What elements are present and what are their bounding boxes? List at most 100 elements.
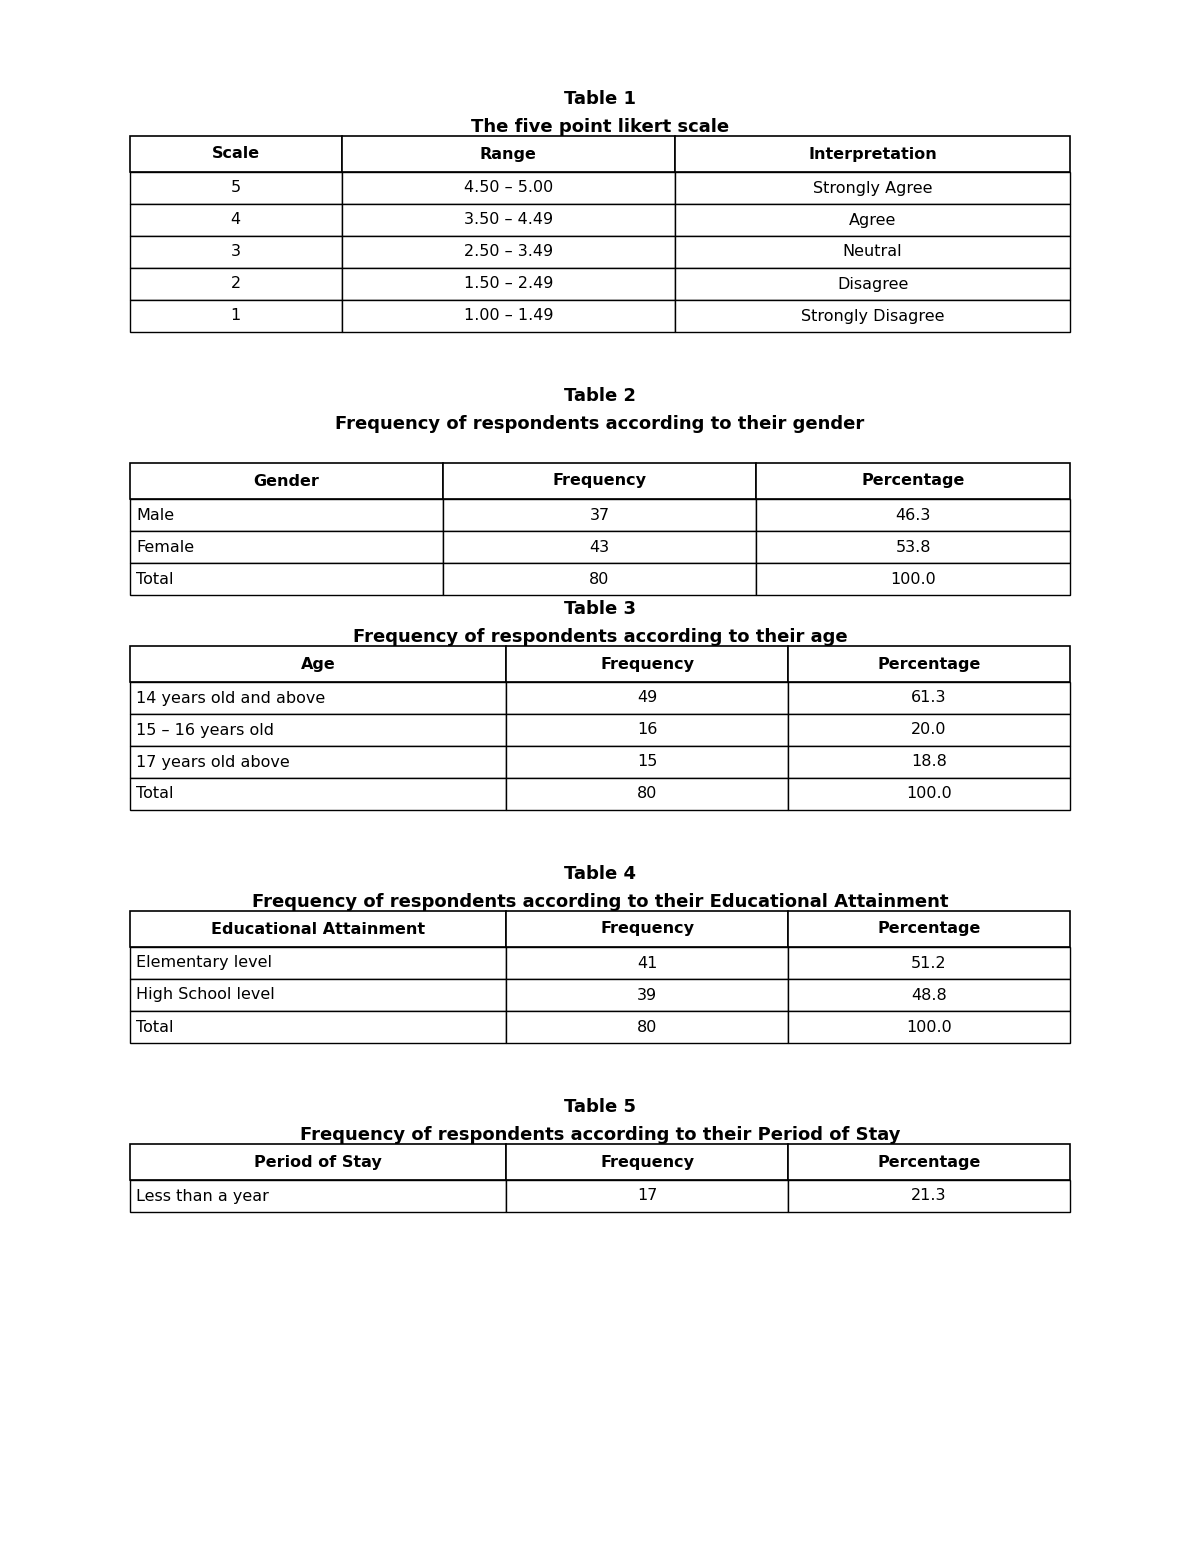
Bar xyxy=(788,778,1070,811)
Text: 5: 5 xyxy=(230,180,241,196)
Text: Frequency of respondents according to their Educational Attainment: Frequency of respondents according to th… xyxy=(252,893,948,912)
Text: Frequency: Frequency xyxy=(600,921,694,936)
Bar xyxy=(506,1011,788,1044)
Bar xyxy=(130,912,506,947)
Text: 4.50 – 5.00: 4.50 – 5.00 xyxy=(463,180,553,196)
Text: Neutral: Neutral xyxy=(842,244,902,259)
Bar xyxy=(756,499,1070,531)
Text: Range: Range xyxy=(480,146,536,162)
Bar xyxy=(130,236,342,269)
Text: Strongly Agree: Strongly Agree xyxy=(812,180,932,196)
Text: 80: 80 xyxy=(637,1019,658,1034)
Bar xyxy=(756,531,1070,564)
Bar xyxy=(443,531,756,564)
Text: Less than a year: Less than a year xyxy=(136,1188,269,1204)
Bar xyxy=(130,947,506,978)
Bar xyxy=(443,499,756,531)
Bar xyxy=(788,947,1070,978)
Text: Percentage: Percentage xyxy=(877,657,980,671)
Bar xyxy=(756,463,1070,499)
Bar xyxy=(788,745,1070,778)
Bar xyxy=(130,778,506,811)
Text: Agree: Agree xyxy=(848,213,896,227)
Text: 4: 4 xyxy=(230,213,241,227)
Text: Table 1: Table 1 xyxy=(564,90,636,109)
Bar xyxy=(676,269,1070,300)
Text: Educational Attainment: Educational Attainment xyxy=(211,921,425,936)
Bar xyxy=(443,463,756,499)
Bar xyxy=(342,300,676,332)
Text: Percentage: Percentage xyxy=(877,1154,980,1169)
Text: 80: 80 xyxy=(637,786,658,801)
Text: Gender: Gender xyxy=(253,474,319,489)
Bar xyxy=(130,137,342,172)
Bar xyxy=(788,912,1070,947)
Text: Disagree: Disagree xyxy=(836,276,908,292)
Text: 100.0: 100.0 xyxy=(906,786,952,801)
Bar xyxy=(506,778,788,811)
Text: 17: 17 xyxy=(637,1188,658,1204)
Bar xyxy=(130,1011,506,1044)
Text: 80: 80 xyxy=(589,572,610,587)
Text: 15: 15 xyxy=(637,755,658,769)
Bar xyxy=(506,978,788,1011)
Text: The five point likert scale: The five point likert scale xyxy=(470,118,730,137)
Text: Frequency of respondents according to their Period of Stay: Frequency of respondents according to th… xyxy=(300,1126,900,1145)
Text: 16: 16 xyxy=(637,722,658,738)
Bar xyxy=(506,912,788,947)
Bar xyxy=(788,1011,1070,1044)
Bar xyxy=(342,137,676,172)
Text: 37: 37 xyxy=(589,508,610,522)
Text: Percentage: Percentage xyxy=(877,921,980,936)
Text: Strongly Disagree: Strongly Disagree xyxy=(800,309,944,323)
Bar xyxy=(130,1145,506,1180)
Text: Frequency: Frequency xyxy=(600,657,694,671)
Text: Age: Age xyxy=(301,657,335,671)
Text: 1.50 – 2.49: 1.50 – 2.49 xyxy=(463,276,553,292)
Text: 39: 39 xyxy=(637,988,658,1003)
Bar xyxy=(130,646,506,682)
Text: Total: Total xyxy=(136,786,174,801)
Bar xyxy=(676,236,1070,269)
Bar xyxy=(130,499,443,531)
Text: 15 – 16 years old: 15 – 16 years old xyxy=(136,722,274,738)
Text: 1: 1 xyxy=(230,309,241,323)
Bar xyxy=(506,682,788,714)
Text: 61.3: 61.3 xyxy=(911,691,947,705)
Text: 18.8: 18.8 xyxy=(911,755,947,769)
Text: Frequency of respondents according to their age: Frequency of respondents according to th… xyxy=(353,627,847,646)
Text: Total: Total xyxy=(136,1019,174,1034)
Text: Scale: Scale xyxy=(211,146,260,162)
Text: Total: Total xyxy=(136,572,174,587)
Bar xyxy=(342,236,676,269)
Text: 46.3: 46.3 xyxy=(895,508,931,522)
Bar xyxy=(788,1180,1070,1211)
Bar xyxy=(506,1180,788,1211)
Bar xyxy=(130,978,506,1011)
Text: Elementary level: Elementary level xyxy=(136,955,272,971)
Bar xyxy=(788,714,1070,745)
Bar xyxy=(676,203,1070,236)
Bar xyxy=(130,531,443,564)
Bar xyxy=(506,745,788,778)
Text: 3: 3 xyxy=(230,244,241,259)
Bar xyxy=(130,269,342,300)
Text: 43: 43 xyxy=(589,539,610,554)
Bar xyxy=(130,1180,506,1211)
Bar xyxy=(130,463,443,499)
Text: Table 3: Table 3 xyxy=(564,599,636,618)
Bar xyxy=(130,564,443,595)
Text: Period of Stay: Period of Stay xyxy=(254,1154,382,1169)
Text: 49: 49 xyxy=(637,691,658,705)
Text: Interpretation: Interpretation xyxy=(809,146,937,162)
Bar xyxy=(130,714,506,745)
Text: Female: Female xyxy=(136,539,194,554)
Text: 20.0: 20.0 xyxy=(911,722,947,738)
Bar xyxy=(676,137,1070,172)
Text: Table 4: Table 4 xyxy=(564,865,636,884)
Bar xyxy=(788,978,1070,1011)
Bar xyxy=(342,172,676,203)
Text: 41: 41 xyxy=(637,955,658,971)
Bar xyxy=(342,203,676,236)
Text: 51.2: 51.2 xyxy=(911,955,947,971)
